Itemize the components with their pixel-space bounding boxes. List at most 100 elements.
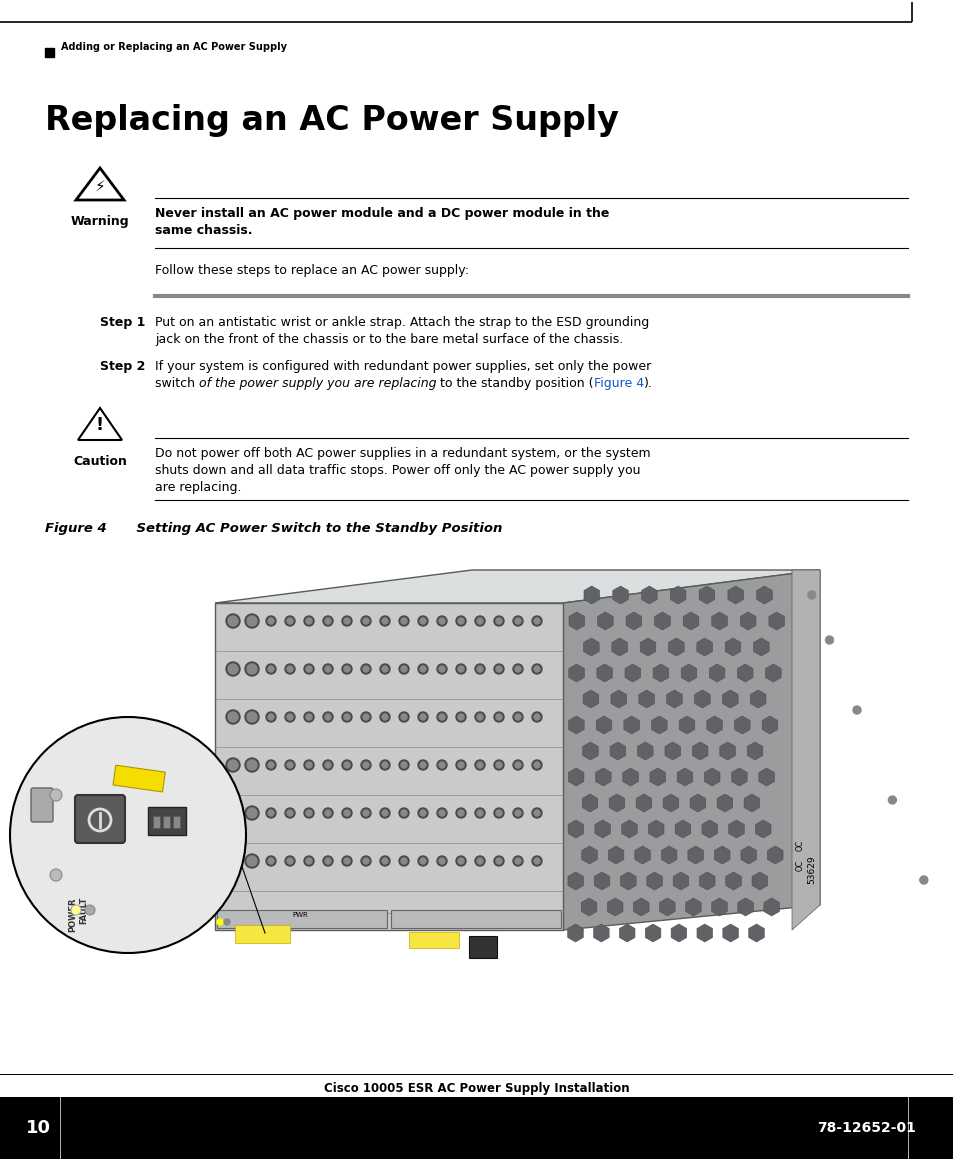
- Circle shape: [360, 712, 371, 722]
- Circle shape: [398, 857, 409, 866]
- Circle shape: [496, 858, 501, 863]
- Polygon shape: [680, 664, 696, 681]
- Circle shape: [379, 857, 390, 866]
- Text: Warning: Warning: [71, 216, 130, 228]
- Polygon shape: [692, 742, 707, 760]
- Circle shape: [285, 808, 294, 818]
- Circle shape: [266, 615, 275, 626]
- Polygon shape: [731, 768, 746, 786]
- Circle shape: [496, 666, 501, 672]
- Polygon shape: [596, 716, 611, 734]
- Circle shape: [306, 714, 312, 720]
- Polygon shape: [662, 794, 678, 812]
- Circle shape: [400, 666, 407, 672]
- Polygon shape: [768, 612, 783, 630]
- Text: Step 1: Step 1: [99, 316, 145, 329]
- Circle shape: [226, 758, 240, 772]
- Circle shape: [247, 857, 256, 866]
- Circle shape: [513, 808, 522, 818]
- Polygon shape: [659, 898, 675, 916]
- Circle shape: [381, 714, 388, 720]
- Polygon shape: [703, 768, 720, 786]
- Polygon shape: [583, 637, 598, 656]
- Circle shape: [344, 761, 350, 768]
- Polygon shape: [758, 768, 774, 786]
- Circle shape: [513, 712, 522, 722]
- Circle shape: [887, 796, 896, 804]
- Circle shape: [285, 712, 294, 722]
- Text: Figure 4: Figure 4: [594, 377, 643, 389]
- Circle shape: [287, 761, 293, 768]
- Polygon shape: [619, 872, 636, 890]
- Circle shape: [476, 858, 482, 863]
- Circle shape: [323, 760, 333, 770]
- Circle shape: [494, 712, 503, 722]
- Circle shape: [419, 666, 426, 672]
- Circle shape: [419, 761, 426, 768]
- Circle shape: [515, 761, 520, 768]
- Circle shape: [419, 714, 426, 720]
- Polygon shape: [677, 768, 692, 786]
- Circle shape: [515, 666, 520, 672]
- Polygon shape: [751, 872, 767, 890]
- Polygon shape: [740, 612, 755, 630]
- Circle shape: [285, 857, 294, 866]
- Circle shape: [360, 808, 371, 818]
- Circle shape: [228, 615, 237, 626]
- Circle shape: [852, 706, 861, 714]
- Polygon shape: [721, 690, 738, 708]
- Circle shape: [266, 664, 275, 675]
- Circle shape: [515, 858, 520, 863]
- Polygon shape: [644, 924, 660, 942]
- Polygon shape: [597, 664, 612, 681]
- Circle shape: [513, 857, 522, 866]
- Circle shape: [268, 714, 274, 720]
- Polygon shape: [634, 846, 650, 863]
- Polygon shape: [711, 612, 726, 630]
- Circle shape: [71, 905, 81, 914]
- Circle shape: [379, 615, 390, 626]
- Circle shape: [304, 712, 314, 722]
- Polygon shape: [567, 872, 583, 890]
- Circle shape: [247, 615, 256, 626]
- Circle shape: [381, 618, 388, 624]
- Circle shape: [457, 858, 463, 863]
- Circle shape: [287, 714, 293, 720]
- Circle shape: [513, 664, 522, 675]
- Circle shape: [245, 710, 258, 724]
- Text: ).: ).: [643, 377, 652, 389]
- Text: Caution: Caution: [73, 455, 127, 468]
- Text: of the power supply you are replacing: of the power supply you are replacing: [199, 377, 436, 389]
- Circle shape: [476, 714, 482, 720]
- Circle shape: [438, 761, 444, 768]
- Circle shape: [268, 761, 274, 768]
- Polygon shape: [624, 664, 639, 681]
- Polygon shape: [682, 612, 699, 630]
- Circle shape: [285, 615, 294, 626]
- Circle shape: [285, 760, 294, 770]
- Circle shape: [400, 714, 407, 720]
- Text: ⚡: ⚡: [94, 178, 105, 194]
- Polygon shape: [640, 586, 657, 604]
- Circle shape: [363, 858, 369, 863]
- Polygon shape: [607, 898, 622, 916]
- Polygon shape: [583, 586, 598, 604]
- FancyBboxPatch shape: [30, 788, 53, 822]
- FancyBboxPatch shape: [75, 795, 125, 843]
- Circle shape: [438, 666, 444, 672]
- Polygon shape: [633, 898, 648, 916]
- Circle shape: [398, 712, 409, 722]
- Polygon shape: [722, 924, 738, 942]
- Text: If your system is configured with redundant power supplies, set only the power: If your system is configured with redund…: [154, 360, 651, 373]
- Bar: [234, 925, 290, 943]
- Circle shape: [381, 761, 388, 768]
- Polygon shape: [706, 716, 721, 734]
- Circle shape: [457, 714, 463, 720]
- Circle shape: [226, 710, 240, 724]
- Circle shape: [360, 615, 371, 626]
- Circle shape: [513, 615, 522, 626]
- Circle shape: [341, 760, 352, 770]
- Circle shape: [268, 810, 274, 816]
- Polygon shape: [581, 846, 597, 863]
- Polygon shape: [743, 794, 759, 812]
